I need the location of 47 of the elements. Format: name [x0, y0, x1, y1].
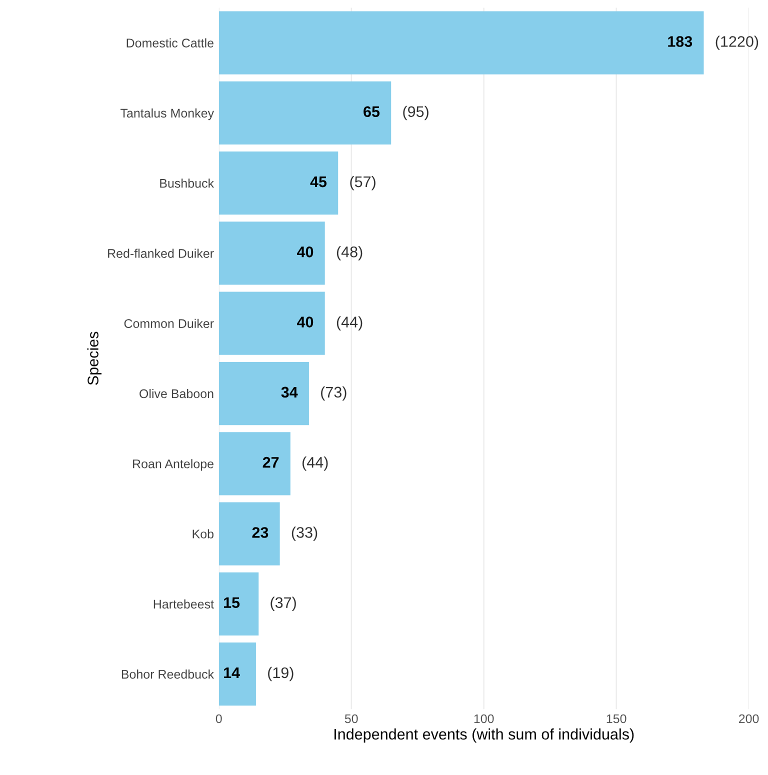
data-label: 27 — [262, 456, 279, 468]
y-tick-label: Bohor Reedbuck — [122, 670, 214, 679]
x-tick-label: 0 — [216, 714, 222, 724]
y-tick-label: Tantalus Monkey — [120, 108, 214, 120]
x-tick-label: 150 — [606, 714, 626, 724]
bar — [218, 572, 259, 636]
bar — [218, 362, 309, 426]
annotation: (44) — [302, 456, 328, 471]
y-tick-label: Bushbuck — [160, 178, 214, 188]
annotation: (57) — [350, 176, 376, 190]
y-tick-label: Common Duiker — [124, 318, 214, 328]
data-label: 45 — [310, 176, 327, 188]
x-tick-label: 100 — [474, 714, 494, 724]
y-tick-label: Olive Baboon — [140, 388, 214, 398]
bar — [218, 81, 392, 145]
annotation: (19) — [268, 666, 294, 682]
bar — [218, 432, 290, 496]
y-tick-label: Roan Antelope — [133, 459, 214, 471]
bar — [218, 292, 325, 355]
y-axis-title: Species — [87, 332, 102, 385]
data-label: 14 — [224, 667, 240, 678]
y-tick-label: Red-flanked Duiker — [108, 248, 214, 258]
annotation: (1220) — [716, 36, 758, 50]
annotation: (33) — [292, 526, 318, 541]
data-label: 34 — [281, 386, 298, 398]
y-tick-label: Hartebeest — [154, 599, 214, 609]
bar — [218, 152, 338, 215]
annotation: (73) — [321, 386, 346, 401]
y-tick-label: Kob — [192, 529, 214, 538]
bar — [218, 642, 256, 706]
data-label: 40 — [296, 246, 314, 258]
bar — [218, 11, 704, 74]
annotation: (48) — [336, 246, 362, 260]
annotation: (44) — [336, 316, 362, 330]
x-axis-title: Independent events (with sum of individuals) — [334, 728, 634, 743]
bar — [218, 502, 280, 566]
x-tick-label: 200 — [739, 714, 759, 724]
annotation: (37) — [270, 596, 296, 612]
x-tick-label: 50 — [344, 714, 358, 724]
data-label: 183 — [668, 36, 692, 47]
data-label: 65 — [364, 106, 380, 118]
y-tick-label: Domestic Cattle — [126, 38, 214, 48]
data-label: 23 — [252, 527, 268, 538]
annotation: (95) — [403, 106, 428, 120]
data-label: 15 — [224, 597, 240, 608]
data-label: 40 — [296, 316, 314, 328]
bar — [218, 222, 325, 285]
